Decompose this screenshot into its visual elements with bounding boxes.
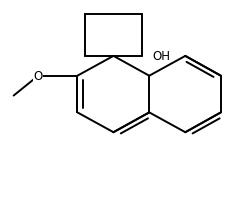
Text: OH: OH — [152, 50, 170, 63]
Text: O: O — [33, 70, 43, 83]
